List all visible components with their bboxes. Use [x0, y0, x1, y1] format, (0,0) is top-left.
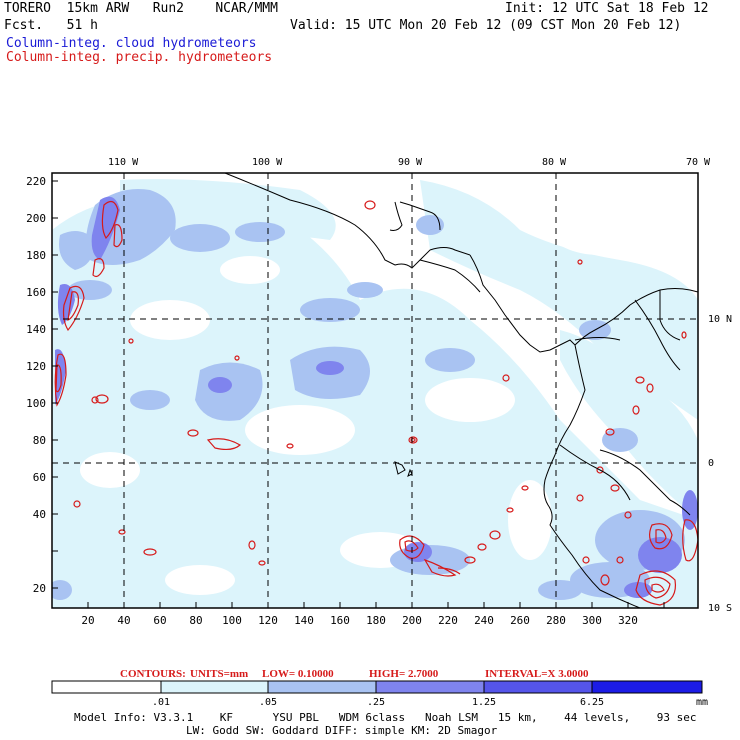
- colorbar-level: 6.25: [580, 697, 604, 708]
- y-tick: 20: [33, 582, 46, 595]
- y-tick: 180: [26, 249, 46, 262]
- y-tick: 200: [26, 212, 46, 225]
- x-tick: 220: [438, 614, 458, 627]
- x-tick: 120: [258, 614, 278, 627]
- precip-field-label: Column-integ. precip. hydrometeors: [6, 50, 273, 65]
- coastlines: [224, 173, 698, 608]
- y-tick: 100: [26, 397, 46, 410]
- colorbar-level: .01: [152, 697, 170, 708]
- y-tick: 60: [33, 471, 46, 484]
- colorbar-units: mm: [696, 697, 708, 708]
- contour-label: CONTOURS:: [120, 668, 186, 680]
- x-tick: 300: [582, 614, 602, 627]
- colorbar: .01 .05 .25 1.25 6.25 mm: [51, 680, 708, 708]
- x-tick: 80: [189, 614, 202, 627]
- x-tick: 180: [366, 614, 386, 627]
- contour-units: UNITS=mm: [190, 668, 248, 680]
- contour-interval: INTERVAL=X 3.0000: [485, 668, 589, 680]
- latitude-labels: 10 N 0 10 S: [708, 314, 732, 614]
- init-time: Init: 12 UTC Sat 18 Feb 12: [505, 1, 709, 16]
- y-tick: 80: [33, 434, 46, 447]
- y-tick: 120: [26, 360, 46, 373]
- x-tick: 140: [294, 614, 314, 627]
- y-tick: 220: [26, 175, 46, 188]
- lat-label-10s: 10 S: [708, 603, 732, 614]
- forecast-hour: Fcst. 51 h: [4, 18, 98, 33]
- x-tick: 320: [618, 614, 638, 627]
- graticule: [52, 173, 698, 608]
- lon-label-110w: 110 W: [108, 157, 139, 168]
- lon-label-80w: 80 W: [542, 157, 567, 168]
- contour-low: LOW= 0.10000: [262, 668, 334, 680]
- colorbar-bin-0: [52, 681, 161, 693]
- colorbar-bin-5: [592, 681, 702, 693]
- colorbar-level: .05: [259, 697, 277, 708]
- model-physics: LW: Godd SW: Goddard DIFF: simple KM: 2D…: [186, 724, 498, 737]
- y-tick-labels: 220 200 180 160 140 120 100 80 60 40 20: [26, 175, 46, 595]
- x-tick: 60: [153, 614, 166, 627]
- x-tick: 280: [546, 614, 566, 627]
- plot-frame: [51, 172, 699, 609]
- y-tick: 140: [26, 323, 46, 336]
- contour-info: CONTOURS: UNITS=mm LOW= 0.10000 HIGH= 2.…: [120, 668, 589, 680]
- x-tick: 260: [510, 614, 530, 627]
- colorbar-frame: [51, 680, 703, 694]
- x-tick: 160: [330, 614, 350, 627]
- x-tick: 20: [81, 614, 94, 627]
- colorbar-level: .25: [367, 697, 385, 708]
- lat-label-10n: 10 N: [708, 314, 732, 325]
- y-tick: 160: [26, 286, 46, 299]
- y-tick: 40: [33, 508, 46, 521]
- x-tick: 40: [117, 614, 130, 627]
- colorbar-bin-3: [376, 681, 484, 693]
- colorbar-level: 1.25: [472, 697, 496, 708]
- colorbar-bin-4: [484, 681, 592, 693]
- axis-ticks: [52, 180, 665, 608]
- colorbar-bin-2: [268, 681, 376, 693]
- model-title: TORERO 15km ARW Run2 NCAR/MMM: [4, 1, 278, 16]
- longitude-labels: 110 W 100 W 90 W 80 W 70 W: [108, 157, 711, 168]
- x-tick: 200: [402, 614, 422, 627]
- lon-label-70w: 70 W: [686, 157, 711, 168]
- valid-time: Valid: 15 UTC Mon 20 Feb 12 (09 CST Mon …: [290, 18, 682, 33]
- colorbar-bin-1: [161, 681, 268, 693]
- x-tick-labels: 20 40 60 80 100 120 140 160 180 200 220 …: [81, 614, 638, 627]
- x-tick: 240: [474, 614, 494, 627]
- cloud-field-label: Column-integ. cloud hydrometeors: [6, 36, 257, 51]
- contour-high: HIGH= 2.7000: [369, 668, 439, 680]
- cloud-field-shading: [52, 179, 698, 608]
- x-tick: 100: [222, 614, 242, 627]
- lon-label-100w: 100 W: [252, 157, 283, 168]
- model-info: Model Info: V3.3.1 KF YSU PBL WDM 6class…: [74, 711, 697, 724]
- lon-label-90w: 90 W: [398, 157, 423, 168]
- lat-label-0: 0: [708, 458, 714, 469]
